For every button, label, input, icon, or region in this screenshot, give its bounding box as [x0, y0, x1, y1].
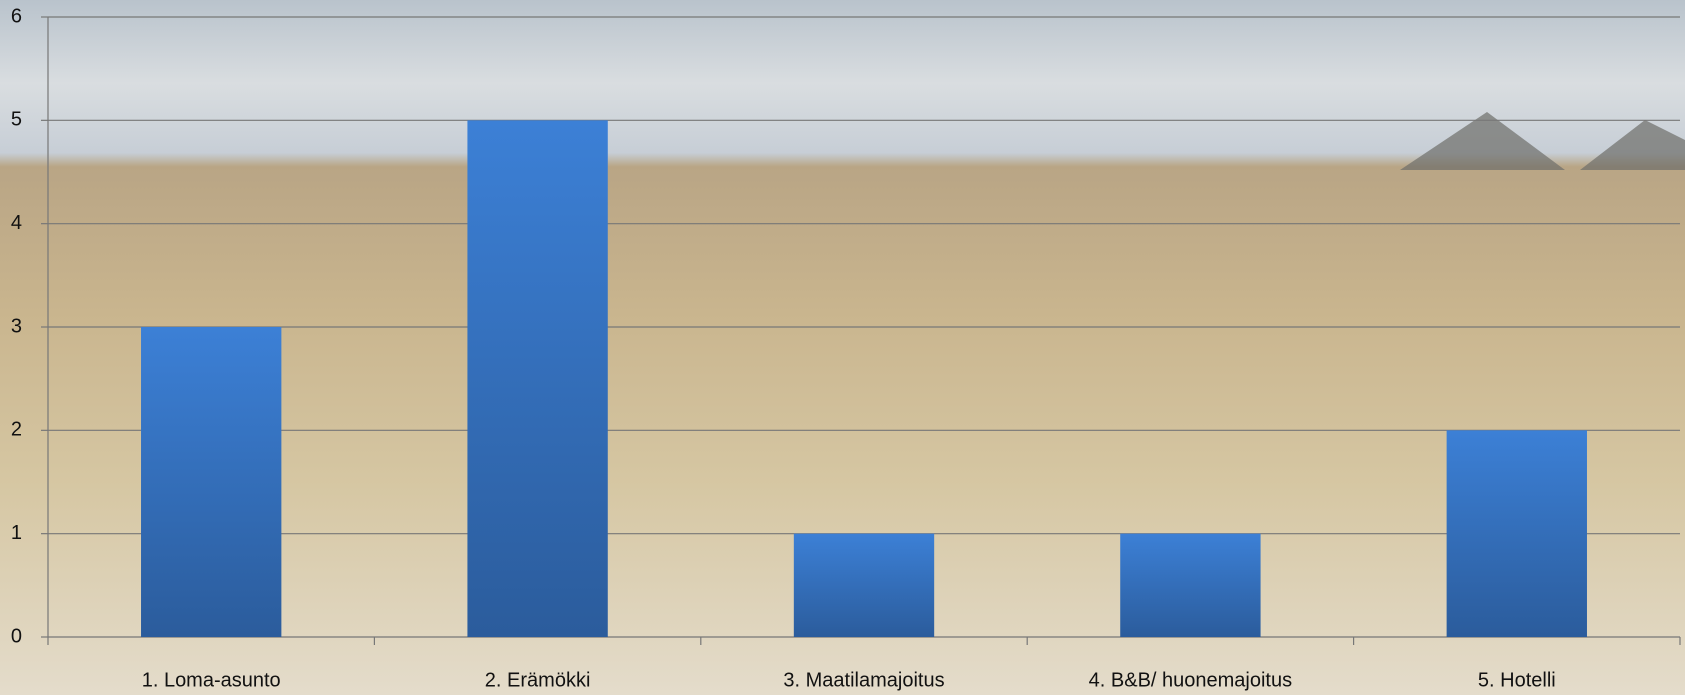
x-tick-label: 3. Maatilamajoitus [783, 669, 944, 691]
y-tick-label: 5 [11, 109, 22, 131]
x-tick-label: 4. B&B/ huonemajoitus [1089, 669, 1292, 691]
bar [793, 533, 935, 637]
y-tick-label: 0 [11, 625, 22, 647]
x-tick-label: 5. Hotelli [1478, 669, 1556, 691]
y-tick-label: 3 [11, 315, 22, 337]
bar [141, 327, 282, 637]
y-tick-label: 2 [11, 419, 22, 441]
y-tick-label: 4 [11, 212, 22, 234]
mountains [1400, 112, 1685, 170]
y-tick-label: 6 [11, 5, 22, 27]
bar [1120, 533, 1261, 637]
bar [1446, 430, 1587, 637]
x-tick-label: 1. Loma-asunto [142, 669, 281, 691]
bar [467, 120, 608, 638]
x-tick-label: 2. Erämökki [485, 669, 591, 691]
y-tick-label: 1 [11, 522, 22, 544]
